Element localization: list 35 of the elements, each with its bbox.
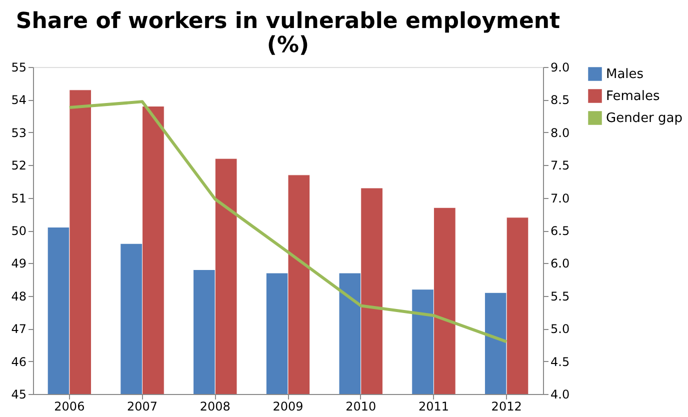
- x-tick-label: 2006: [54, 400, 85, 414]
- legend-label: Gender gap: [606, 111, 683, 126]
- y-tick-label: 55: [11, 60, 26, 74]
- y2-tick-label: 7.0: [550, 191, 570, 206]
- y-tick-label: 51: [11, 191, 26, 206]
- y2-tick-label: 5.0: [550, 322, 570, 336]
- y2-tick-label: 8.5: [550, 93, 570, 108]
- y-tick-label: 46: [11, 354, 26, 369]
- line-series: [68, 100, 508, 344]
- legend-label: Females: [606, 89, 660, 104]
- y2-tick-label: 9.0: [550, 60, 570, 74]
- x-tick-label: 2009: [272, 400, 304, 414]
- x-tick-label: 2010: [346, 400, 376, 414]
- text: Share of workers in vulnerable employment: [16, 9, 560, 34]
- x-tick-label: 2008: [200, 400, 230, 414]
- y-tick-label: 48: [11, 289, 26, 304]
- y-tick-label: 47: [11, 322, 26, 336]
- y-tick-label: 54: [11, 93, 26, 108]
- x-tick-label: 2012: [491, 400, 522, 414]
- x-tick-label: 2011: [418, 400, 449, 414]
- y-tick-label: 50: [11, 224, 26, 238]
- y2-tick-label: 4.0: [550, 388, 570, 402]
- y2-tick-label: 4.5: [550, 354, 570, 369]
- text: (%): [266, 33, 310, 58]
- y2-tick-label: 7.5: [550, 158, 570, 173]
- y-tick-label: 49: [11, 256, 26, 271]
- y2-tick-label: 5.5: [550, 289, 570, 304]
- legend-label: Males: [606, 67, 644, 82]
- x-tick-label: 2007: [127, 400, 158, 414]
- y-tick-label: 52: [11, 158, 26, 173]
- y-tick-label: 45: [11, 388, 26, 402]
- y2-tick-label: 8.0: [550, 126, 570, 140]
- y2-tick-label: 6.5: [550, 224, 570, 238]
- y2-tick-label: 6.0: [550, 256, 570, 271]
- y-tick-label: 53: [11, 126, 26, 140]
